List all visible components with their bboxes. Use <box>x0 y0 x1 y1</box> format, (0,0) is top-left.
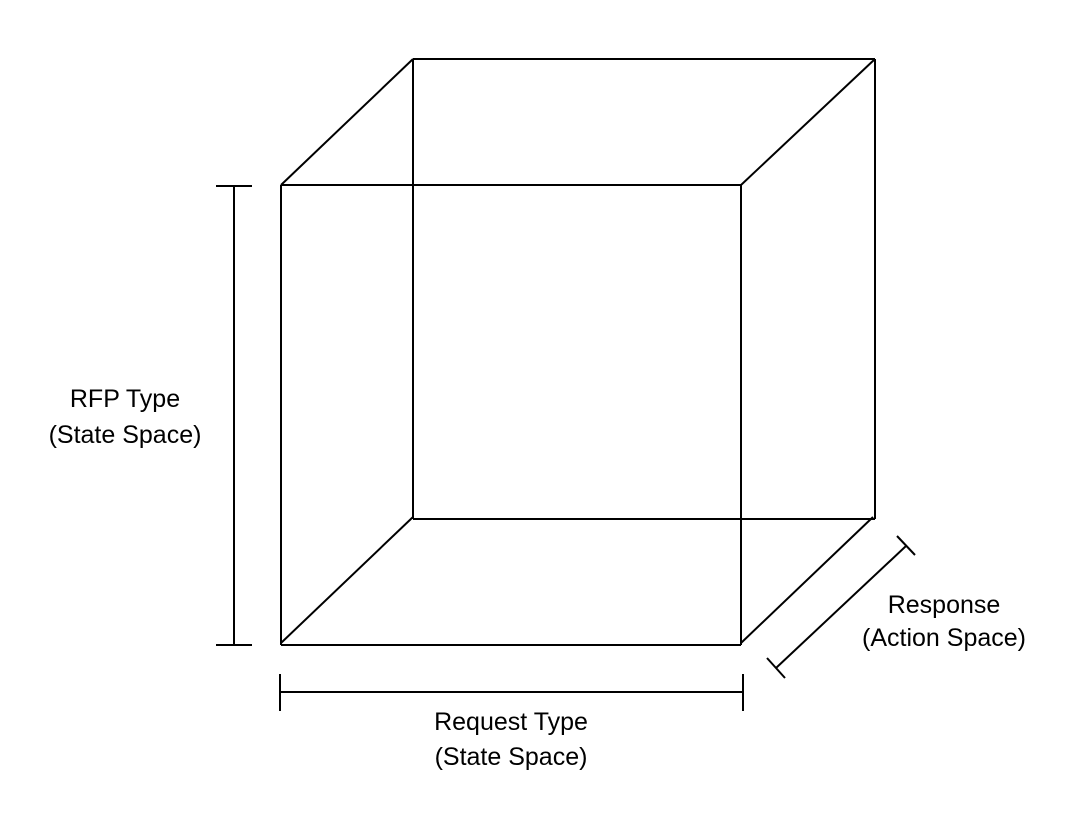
depth-edge-top-left <box>280 58 414 186</box>
cube-depth-edges <box>280 58 876 644</box>
horizontal-dimension <box>279 674 744 711</box>
request-type-label: Request Type <box>434 708 588 736</box>
cube-front-face <box>280 184 742 646</box>
depth-dimension-line <box>775 545 907 669</box>
response-space-label: (Action Space) <box>862 624 1026 652</box>
depth-edge-bottom-right <box>740 516 874 644</box>
depth-edge-bottom-left <box>280 516 414 644</box>
rfp-type-space-label: (State Space) <box>49 421 202 449</box>
depth-dimension-bottom-cap <box>766 657 786 679</box>
depth-dimension-top-cap <box>896 535 916 556</box>
cube-back-face <box>412 58 876 520</box>
depth-edge-top-right <box>740 58 876 186</box>
rfp-type-label: RFP Type <box>70 385 180 413</box>
request-type-space-label: (State Space) <box>435 743 588 771</box>
response-label: Response <box>888 591 1001 619</box>
depth-dimension <box>766 535 916 679</box>
vertical-dimension <box>216 185 252 646</box>
